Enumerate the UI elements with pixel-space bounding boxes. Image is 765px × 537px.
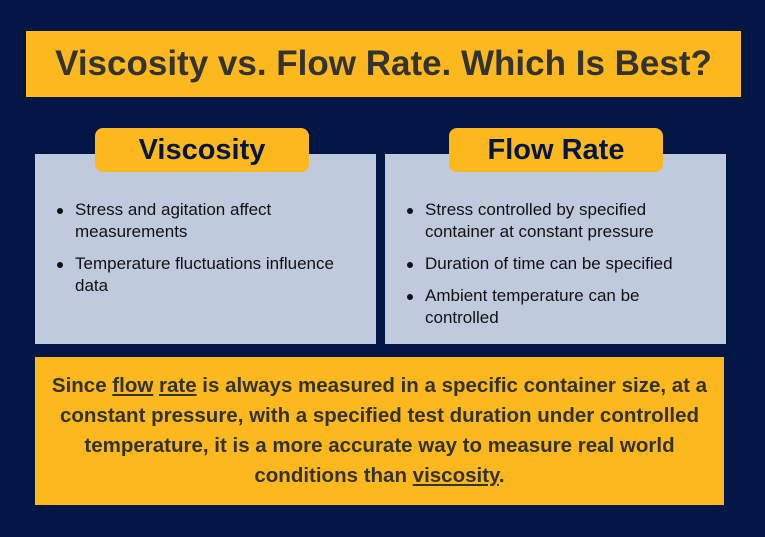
flow-rate-heading: Flow Rate xyxy=(449,128,663,172)
list-item: Duration of time can be specified xyxy=(407,253,714,275)
underlined-flow: flow xyxy=(112,374,154,397)
flow-rate-panel: Stress controlled by specified container… xyxy=(385,154,726,344)
page-title: Viscosity vs. Flow Rate. Which Is Best? xyxy=(55,44,712,83)
viscosity-heading: Viscosity xyxy=(95,128,309,172)
summary-segment: Since xyxy=(51,374,113,397)
summary-box: Since flow rate is always measured in a … xyxy=(35,357,724,505)
underlined-rate: rate xyxy=(159,374,197,397)
list-item: Stress and agitation affect measurements xyxy=(57,199,364,243)
summary-text: Since flow rate is always measured in a … xyxy=(35,371,724,491)
underlined-viscosity: viscosity xyxy=(412,464,499,487)
title-banner: Viscosity vs. Flow Rate. Which Is Best? xyxy=(26,31,741,97)
list-item: Ambient temperature can be controlled xyxy=(407,285,714,329)
summary-segment: is always measured in a specific contain… xyxy=(59,374,708,487)
viscosity-list: Stress and agitation affect measurements… xyxy=(57,199,364,307)
list-item: Temperature fluctuations influence data xyxy=(57,253,364,297)
list-item: Stress controlled by specified container… xyxy=(407,199,714,243)
summary-segment: . xyxy=(498,464,505,487)
flow-rate-list: Stress controlled by specified container… xyxy=(407,199,714,339)
viscosity-panel: Stress and agitation affect measurements… xyxy=(35,154,376,344)
